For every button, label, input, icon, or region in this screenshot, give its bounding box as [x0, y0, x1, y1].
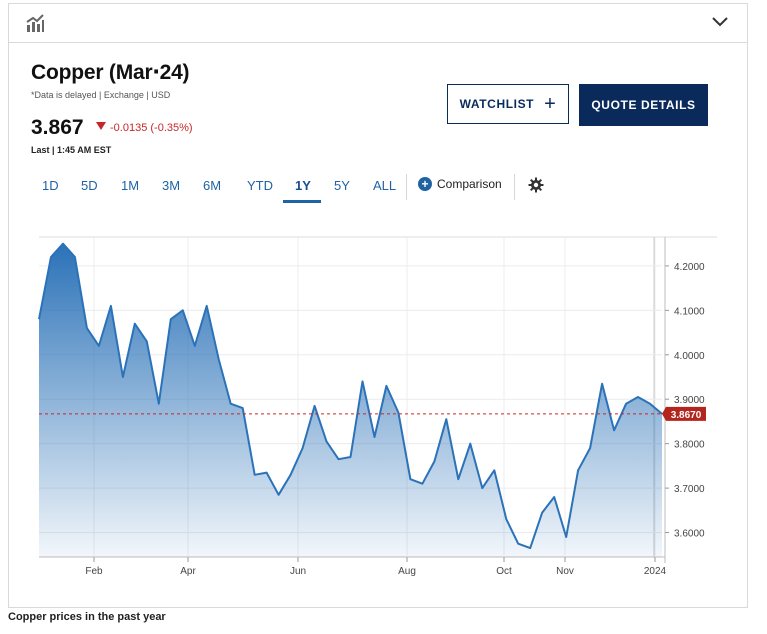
quote-details-label: QUOTE DETAILS [591, 98, 696, 112]
y-tick-label: 3.7000 [674, 484, 705, 495]
tab-all[interactable]: ALL [373, 178, 397, 193]
instrument-title: Copper (Mar‧24) [31, 61, 190, 84]
x-tick-label: 2024 [644, 566, 667, 577]
tab-5y[interactable]: 5Y [334, 178, 350, 193]
divider [514, 174, 515, 200]
tab-5d[interactable]: 5D [81, 178, 98, 193]
last-update-time: Last | 1:45 AM EST [31, 145, 112, 155]
x-tick-label: Aug [398, 566, 416, 577]
last-value-label: 3.8670 [671, 410, 702, 421]
y-tick-label: 4.2000 [674, 262, 705, 273]
price-change: -0.0135 (-0.35%) [96, 122, 193, 134]
gear-icon[interactable] [528, 177, 544, 193]
y-tick-label: 4.1000 [674, 306, 705, 317]
y-tick-label: 4.0000 [674, 351, 705, 362]
down-arrow-icon [96, 122, 107, 130]
tab-6m[interactable]: 6M [203, 178, 222, 193]
tab-ytd[interactable]: YTD [247, 178, 273, 193]
divider [406, 174, 407, 200]
last-price: 3.867 [31, 116, 84, 139]
price-change-text: -0.0135 (-0.35%) [110, 122, 193, 134]
chevron-down-icon[interactable] [711, 15, 729, 29]
active-tab-underline [283, 200, 321, 203]
comparison-button[interactable]: + Comparison [418, 177, 502, 191]
y-tick-label: 3.8000 [674, 440, 705, 451]
tab-1d[interactable]: 1D [42, 178, 59, 193]
watchlist-label: WATCHLIST [459, 97, 535, 111]
instrument-subtitle: *Data is delayed | Exchange | USD [31, 90, 171, 100]
last-value-badge [662, 406, 706, 421]
plus-icon: + [544, 93, 557, 115]
price-series-line [38, 242, 663, 550]
x-tick-label: Jun [290, 566, 306, 577]
quote-details-button[interactable]: QUOTE DETAILS [579, 84, 708, 126]
comparison-label: Comparison [437, 177, 502, 191]
price-row: 3.867 -0.0135 (-0.35%) [31, 116, 193, 140]
x-tick-label: Feb [85, 566, 103, 577]
y-tick-label: 3.9000 [674, 395, 705, 406]
add-circle-icon: + [418, 177, 432, 191]
chart-icon [26, 14, 44, 32]
tab-1m[interactable]: 1M [121, 178, 140, 193]
x-tick-label: Apr [180, 566, 196, 577]
x-tick-label: Nov [556, 566, 574, 577]
tab-3m[interactable]: 3M [162, 178, 181, 193]
y-tick-label: 3.6000 [674, 529, 705, 540]
card-header [9, 4, 747, 43]
tab-1y[interactable]: 1Y [295, 178, 311, 193]
chart-caption: Copper prices in the past year [8, 611, 166, 623]
price-area-fill [39, 243, 662, 557]
watchlist-button[interactable]: WATCHLIST + [447, 84, 569, 124]
x-tick-label: Oct [496, 566, 512, 577]
